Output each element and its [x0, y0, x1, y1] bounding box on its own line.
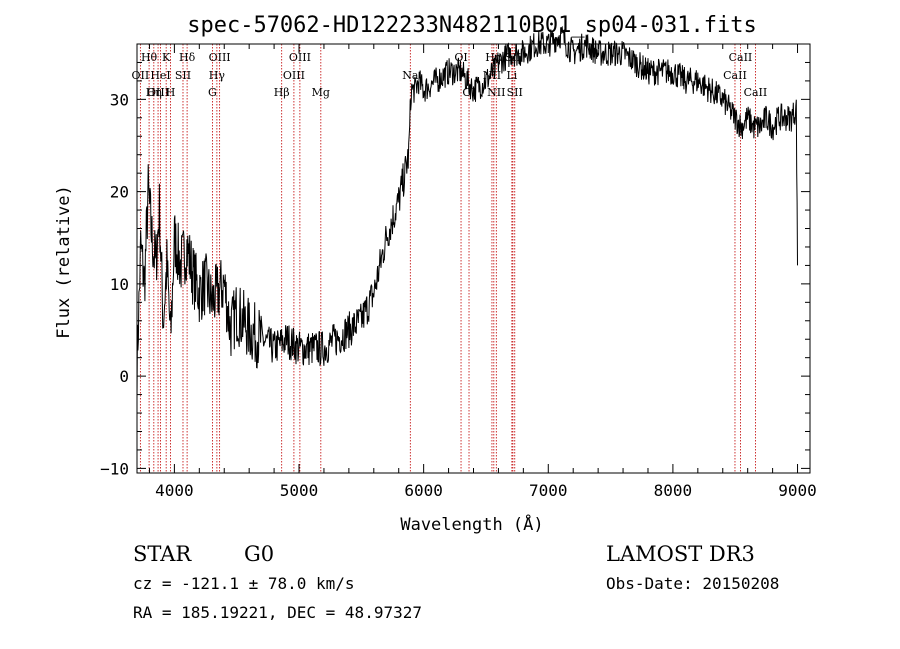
- x-tick-label-1: 5000: [280, 481, 319, 500]
- line-label-10: Hγ: [209, 69, 226, 82]
- x-tick-label-3: 7000: [529, 481, 568, 500]
- line-label-4: HeI: [150, 69, 170, 82]
- chart-title: spec-57062-HD122233N482110B01_sp04-031.f…: [187, 13, 757, 38]
- observation-date: Obs-Date: 20150208: [606, 574, 779, 593]
- coordinates: RA = 185.19221, DEC = 48.97327: [133, 603, 422, 622]
- line-label-12: OIII: [289, 51, 311, 64]
- object-class: STAR: [133, 542, 192, 566]
- line-label-5: Hη: [146, 86, 162, 99]
- line-label-24: SII: [507, 86, 523, 99]
- x-tick-label-5: 9000: [778, 481, 817, 500]
- line-label-6: Hδ: [179, 51, 196, 64]
- line-label-0: Hθ: [141, 51, 158, 64]
- line-label-17: OI: [454, 51, 467, 64]
- line-label-11: G: [208, 86, 217, 99]
- line-label-13: OIII: [283, 69, 305, 82]
- x-tick-label-4: 8000: [654, 481, 693, 500]
- y-axis-label: Flux (relative): [54, 185, 74, 339]
- x-tick-label-2: 6000: [404, 481, 443, 500]
- line-label-1: OII: [132, 69, 150, 82]
- line-label-3: K: [162, 51, 171, 64]
- line-label-16: Na: [402, 69, 419, 82]
- line-label-8: H: [166, 86, 176, 99]
- line-label-25: CaII: [729, 51, 753, 64]
- line-label-14: Hβ: [274, 86, 290, 99]
- line-label-23: Li: [506, 69, 517, 82]
- line-label-2: OIII: [147, 86, 169, 99]
- plot-frame: [136, 43, 811, 474]
- line-label-7: SII: [175, 69, 191, 82]
- y-tick-label-0: −10: [100, 459, 129, 478]
- y-tick-label-2: 10: [110, 275, 129, 294]
- redshift-velocity: cz = -121.1 ± 78.0 km/s: [133, 574, 355, 593]
- line-label-27: CaII: [744, 86, 768, 99]
- x-tick-label-0: 4000: [155, 481, 194, 500]
- y-tick-label-1: 0: [119, 367, 129, 386]
- survey-name: LAMOST DR3: [606, 542, 755, 566]
- y-tick-label-4: 30: [110, 90, 129, 109]
- y-tick-label-3: 20: [110, 183, 129, 202]
- object-subclass: G0: [244, 542, 274, 566]
- line-label-9: OIII: [209, 51, 231, 64]
- line-label-26: CaII: [723, 69, 747, 82]
- axis-ticks: 4000 5000 6000 7000 8000 9000 −10 0 10 20 30: [100, 44, 817, 500]
- x-axis-label: Wavelength (Å): [400, 513, 543, 535]
- line-label-21: NII: [487, 86, 505, 99]
- line-label-15: Mg: [312, 86, 330, 99]
- spectrum-line: [136, 25, 798, 400]
